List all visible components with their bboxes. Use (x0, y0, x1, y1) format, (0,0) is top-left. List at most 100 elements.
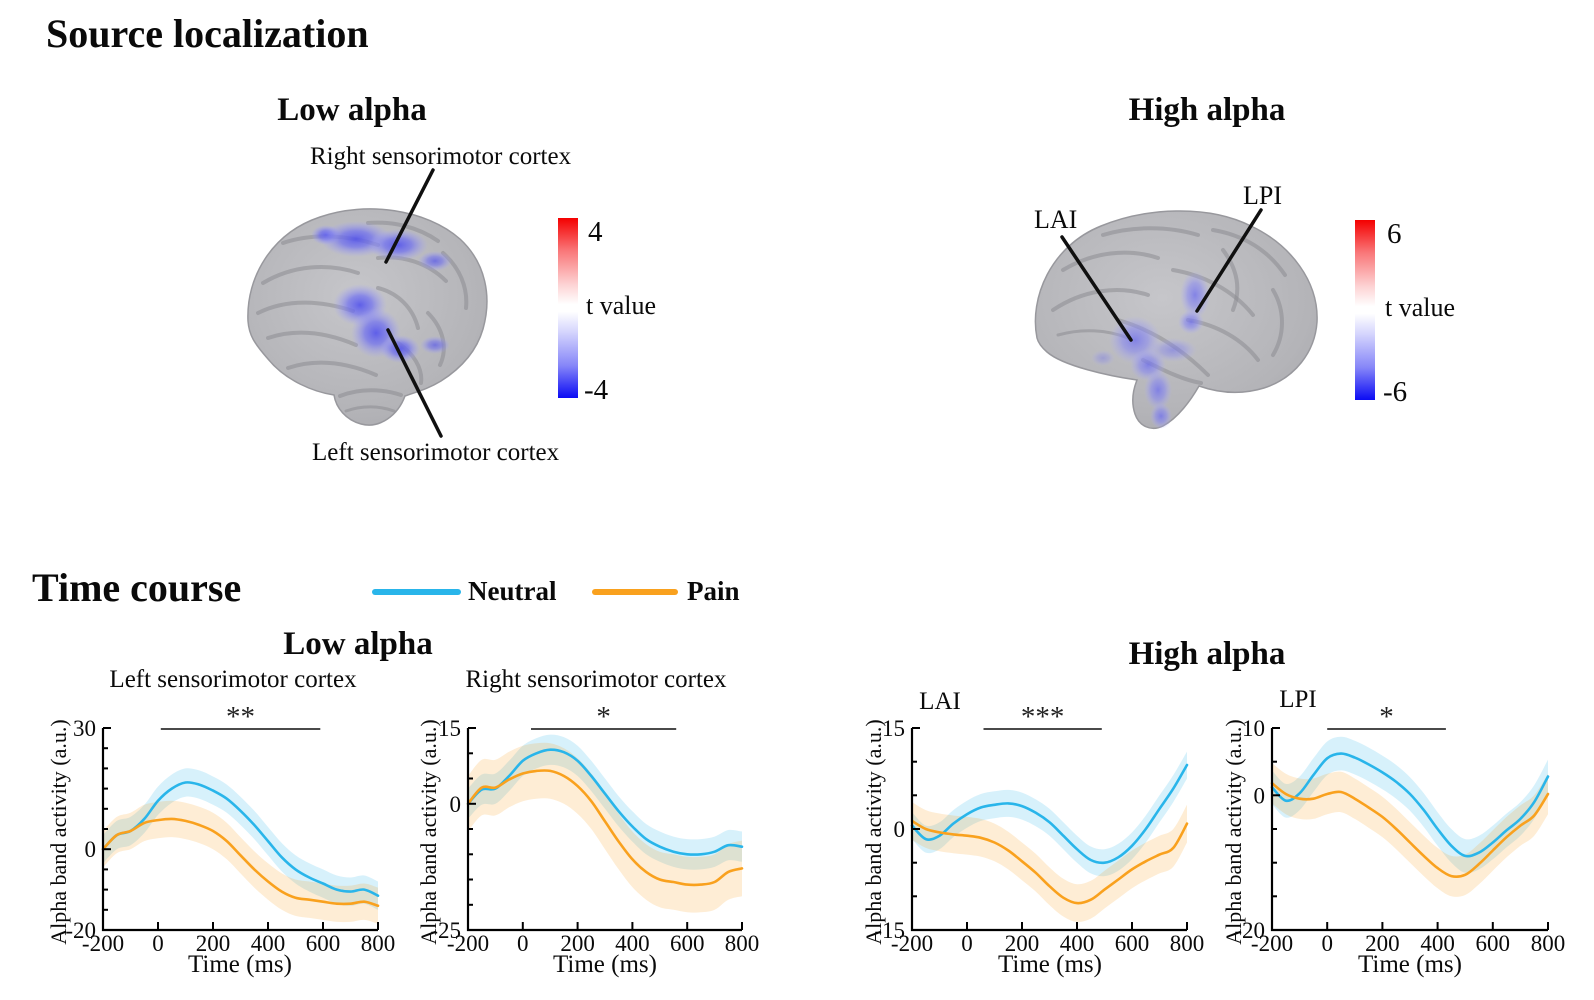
x-tick-label: 600 (1476, 931, 1511, 956)
x-tick-label: 600 (306, 931, 341, 956)
region-label-lai: LAI (1034, 205, 1078, 234)
x-tick-label: -200 (82, 931, 124, 956)
plot-title-right-sensorimotor: Right sensorimotor cortex (465, 666, 727, 693)
x-tick-label: 600 (670, 931, 705, 956)
legend-pain-label: Pain (687, 576, 740, 606)
legend-pain-line (592, 589, 678, 595)
x-axis-label: Time (ms) (188, 951, 292, 978)
deactivation-blobs (1091, 271, 1210, 429)
deactivation-blobs (311, 221, 452, 363)
pointer-line-left-sensorimotor (386, 328, 443, 438)
band-pain (912, 802, 1187, 922)
section-title-time-course: Time course (32, 565, 242, 610)
band-pain (103, 800, 378, 924)
line-neutral (101, 781, 380, 897)
x-axis-label: Time (ms) (553, 951, 657, 978)
x-tick-label: 200 (196, 931, 231, 956)
band-neutral (1272, 736, 1548, 874)
pointer-line-lai (1060, 235, 1133, 342)
line-pain (101, 817, 380, 908)
y-tick-label: 15 (438, 716, 461, 741)
band-neutral (468, 734, 742, 870)
low-alpha-heading-time-course: Low alpha (283, 626, 433, 662)
y-tick-label: 10 (1242, 716, 1265, 741)
region-label-right-sensorimotor: Right sensorimotor cortex (310, 143, 572, 170)
x-tick-label: 600 (1115, 931, 1150, 956)
band-neutral (103, 768, 378, 910)
line-pain (1270, 781, 1550, 878)
high-alpha-brain-image (1034, 210, 1318, 430)
y-tick-label: 0 (894, 817, 906, 842)
plot-title-lai: LAI (919, 688, 961, 715)
y-tick-label: -25 (430, 918, 461, 943)
low-alpha-brain-image (247, 208, 488, 426)
x-tick-label: 800 (1531, 931, 1566, 956)
y-tick-label: 0 (1254, 783, 1266, 808)
x-tick-label: 200 (560, 931, 595, 956)
significance-marker: ** (226, 701, 255, 733)
y-tick-label: 30 (73, 716, 96, 741)
significance-marker: * (596, 701, 611, 733)
significance-marker: *** (1021, 701, 1065, 733)
time-course-plot-1: -200 0 200 400 600 800 15 0 -25 * (430, 701, 759, 956)
x-tick-label: 200 (1365, 931, 1400, 956)
y-tick-label: -20 (65, 918, 96, 943)
y-axis-label: Alpha band activity (a.u.) (861, 719, 886, 945)
significance-marker: * (1379, 701, 1394, 733)
legend-neutral-label: Neutral (468, 576, 557, 606)
x-tick-label: 400 (1060, 931, 1095, 956)
time-course-plot-0: -200 0 200 400 600 800 30 0 -20 ** (65, 701, 395, 956)
x-axis-label: Time (ms) (998, 951, 1102, 978)
high-alpha-heading-time-course: High alpha (1128, 636, 1286, 672)
colorbar-high-alpha (1355, 220, 1375, 400)
y-axis-label: Alpha band activity (a.u.) (416, 719, 441, 945)
time-course-plot-2: -200 0 200 400 600 800 15 0 -15 *** (874, 701, 1204, 956)
y-tick-label: 0 (450, 792, 462, 817)
x-tick-label: 800 (361, 931, 396, 956)
y-tick-label: 0 (85, 837, 97, 862)
band-neutral (912, 751, 1187, 877)
y-axis-label: Alpha band activity (a.u.) (1221, 719, 1246, 945)
colorbar-title: t value (586, 291, 657, 320)
x-tick-label: 400 (1420, 931, 1455, 956)
high-alpha-heading-source: High alpha (1128, 92, 1286, 128)
x-tick-label: 0 (961, 931, 973, 956)
y-tick-label: -15 (874, 918, 905, 943)
x-tick-label: 200 (1005, 931, 1040, 956)
x-tick-label: 0 (1321, 931, 1333, 956)
plot-title-lpi: LPI (1279, 686, 1317, 713)
x-tick-label: 0 (517, 931, 529, 956)
x-axis-label: Time (ms) (1358, 951, 1462, 978)
y-axis-label: Alpha band activity (a.u.) (46, 719, 71, 945)
region-label-lpi: LPI (1243, 181, 1282, 210)
plot-title-left-sensorimotor: Left sensorimotor cortex (109, 666, 357, 693)
band-pain (468, 742, 742, 913)
x-tick-label: -200 (447, 931, 489, 956)
region-label-left-sensorimotor: Left sensorimotor cortex (312, 439, 560, 466)
colorbar-max-label: 4 (588, 216, 603, 248)
colorbar-title: t value (1385, 293, 1456, 322)
colorbar-max-label: 6 (1387, 218, 1402, 250)
y-tick-label: 15 (882, 716, 905, 741)
line-pain (910, 819, 1189, 905)
line-neutral (466, 748, 744, 856)
colorbar-low-alpha (558, 218, 578, 398)
x-tick-label: -200 (891, 931, 933, 956)
x-tick-label: 400 (251, 931, 286, 956)
section-title-source-localization: Source localization (46, 11, 369, 56)
y-tick-label: -20 (1234, 918, 1265, 943)
brain-outline (1034, 210, 1318, 430)
x-tick-label: -200 (1251, 931, 1293, 956)
colorbar-min-label: -6 (1383, 376, 1408, 408)
x-tick-label: 400 (615, 931, 650, 956)
pointer-line-right-sensorimotor (384, 168, 435, 264)
colorbar-min-label: -4 (584, 374, 609, 406)
line-neutral (910, 763, 1189, 865)
time-course-plot-3: -200 0 200 400 600 800 10 0 -20 * (1234, 701, 1565, 956)
x-tick-label: 0 (152, 931, 164, 956)
low-alpha-heading-source: Low alpha (277, 92, 427, 128)
line-neutral (1270, 752, 1550, 858)
pointer-line-lpi (1195, 208, 1263, 313)
